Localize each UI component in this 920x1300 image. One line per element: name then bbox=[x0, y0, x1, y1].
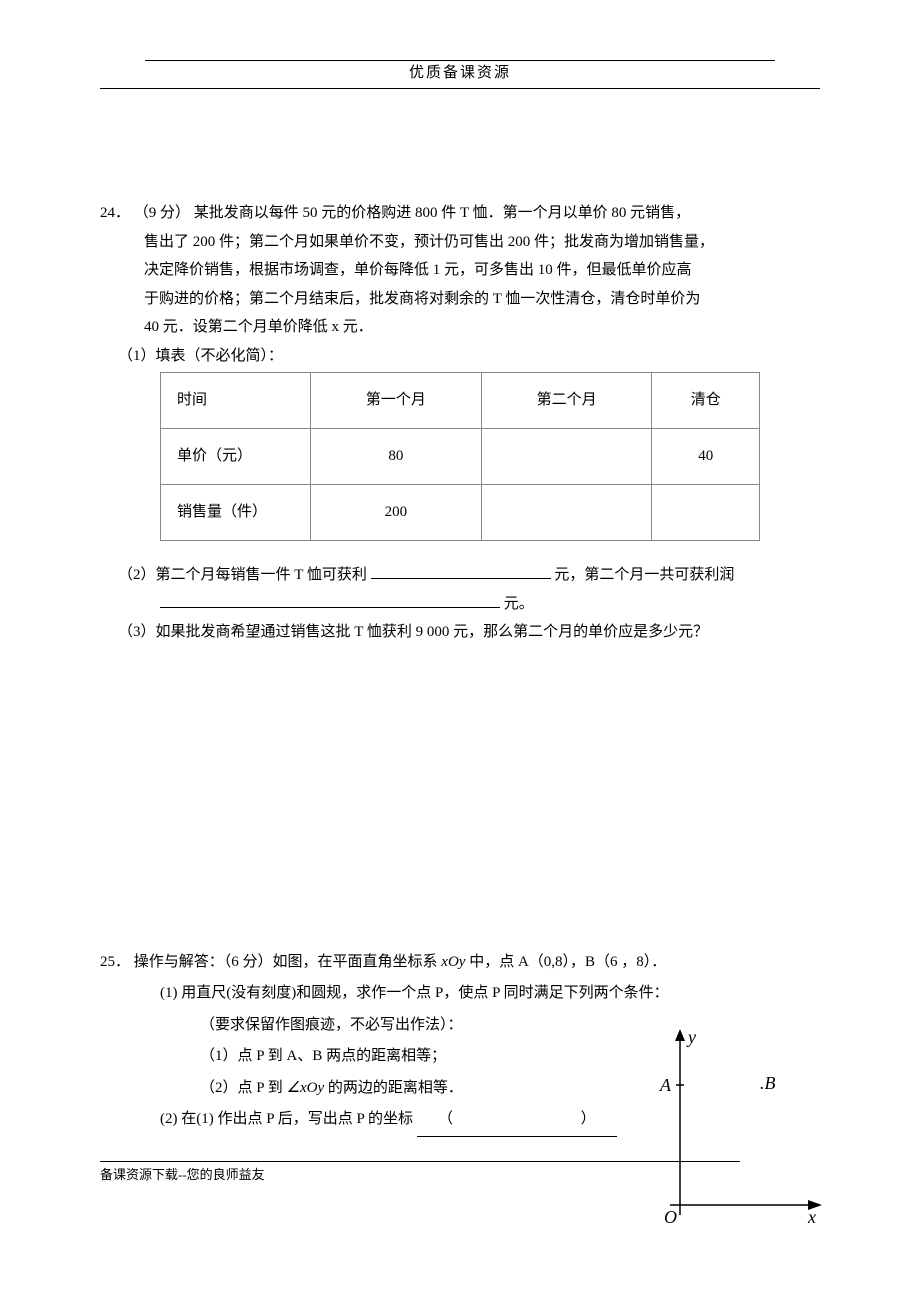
paren-right: ） bbox=[581, 1111, 596, 1127]
table-row: 时间 第一个月 第二个月 清仓 bbox=[161, 373, 760, 429]
question-25: 25． 操作与解答：（6 分）如图，在平面直角坐标系 xOy 中，点 A（0,8… bbox=[100, 947, 820, 1137]
x-axis-label: x bbox=[807, 1207, 816, 1227]
coordinate-axes-figure: y x A .B O bbox=[630, 1025, 830, 1245]
table-row: 销售量（件） 200 bbox=[161, 485, 760, 541]
q24-line4: 40 元．设第二个月单价降低 x 元． bbox=[100, 313, 820, 342]
cell-r0c0: 时间 bbox=[161, 373, 311, 429]
q24-sub2: （2）第二个月每销售一件 T 恤可获利 元，第二个月一共可获利润 bbox=[100, 561, 820, 590]
cell-r2c0: 销售量（件） bbox=[161, 485, 311, 541]
q24-table: 时间 第一个月 第二个月 清仓 单价（元） 80 40 销售量（件） 200 bbox=[160, 372, 760, 541]
q24-line3: 于购进的价格；第二个月结束后，批发商将对剩余的 T 恤一次性清仓，清仓时单价为 bbox=[100, 285, 820, 314]
q24-stem: 24． （9 分） 某批发商以每件 50 元的价格购进 800 件 T 恤．第一… bbox=[100, 199, 820, 228]
cell-r2c3 bbox=[652, 485, 760, 541]
q24-sub2-prefix: （2）第二个月每销售一件 T 恤可获利 bbox=[118, 567, 367, 583]
spacer bbox=[100, 541, 820, 561]
paren-left: （ bbox=[438, 1111, 453, 1127]
q25-sub1: (1) 用直尺(没有刻度)和圆规，求作一个点 P，使点 P 同时满足下列两个条件… bbox=[100, 978, 820, 1010]
cell-r1c1: 80 bbox=[311, 429, 482, 485]
q25-title-suffix: 中，点 A（0,8），B（6 ，8）． bbox=[465, 954, 666, 970]
table-row: 单价（元） 80 40 bbox=[161, 429, 760, 485]
y-axis-arrow-icon bbox=[675, 1029, 685, 1041]
cell-r0c1: 第一个月 bbox=[311, 373, 482, 429]
q25-sub2-prefix: (2) 在(1) 作出点 P 后，写出点 P 的坐标 bbox=[160, 1111, 413, 1127]
q25-angle: ∠xOy bbox=[287, 1080, 325, 1096]
q24-sub1-label: （1）填表（不必化简）： bbox=[100, 342, 820, 371]
q24-sub2-suffix: 元。 bbox=[504, 596, 534, 612]
question-24: 24． （9 分） 某批发商以每件 50 元的价格购进 800 件 T 恤．第一… bbox=[100, 199, 820, 647]
q24-line2: 决定降价销售，根据市场调查，单价每降低 1 元，可多售出 10 件，但最低单价应… bbox=[100, 256, 820, 285]
q24-sub2-mid: 元，第二个月一共可获利润 bbox=[554, 567, 734, 583]
q25-cond2-suffix: 的两边的距离相等． bbox=[324, 1080, 463, 1096]
q24-table-wrap: 时间 第一个月 第二个月 清仓 单价（元） 80 40 销售量（件） 200 bbox=[100, 372, 820, 541]
fill-blank-profit-per[interactable] bbox=[371, 563, 551, 580]
cell-r0c3: 清仓 bbox=[652, 373, 760, 429]
cell-r1c0: 单价（元） bbox=[161, 429, 311, 485]
q24-sub3: （3）如果批发商希望通过销售这批 T 恤获利 9 000 元，那么第二个月的单价… bbox=[100, 618, 820, 647]
origin-label: O bbox=[664, 1207, 677, 1227]
header-title-text: 优质备课资源 bbox=[409, 65, 511, 81]
q24-sub2-line2: 元。 bbox=[100, 590, 820, 619]
q24-number: 24． bbox=[100, 205, 130, 221]
q25-number: 25． bbox=[100, 954, 130, 970]
point-b-label: .B bbox=[760, 1073, 776, 1093]
q25-stem: 25． 操作与解答：（6 分）如图，在平面直角坐标系 xOy 中，点 A（0,8… bbox=[100, 947, 820, 979]
q25-title-prefix: 操作与解答：（6 分）如图，在平面直角坐标系 bbox=[134, 954, 442, 970]
cell-r2c1: 200 bbox=[311, 485, 482, 541]
cell-r0c2: 第二个月 bbox=[481, 373, 652, 429]
work-space bbox=[100, 647, 820, 947]
cell-r1c3: 40 bbox=[652, 429, 760, 485]
cell-r1c2 bbox=[481, 429, 652, 485]
point-a-label: A bbox=[659, 1075, 672, 1095]
fill-blank-p-coord[interactable]: （ ） bbox=[417, 1104, 617, 1137]
fill-blank-total-profit[interactable] bbox=[160, 591, 500, 608]
y-axis-label: y bbox=[686, 1027, 696, 1047]
q24-line0: 某批发商以每件 50 元的价格购进 800 件 T 恤．第一个月以单价 80 元… bbox=[194, 205, 690, 221]
q24-line1: 售出了 200 件；第二个月如果单价不变，预计仍可售出 200 件；批发商为增加… bbox=[100, 228, 820, 257]
page-header: 优质备课资源 bbox=[100, 61, 820, 89]
q25-coord-sys: xOy bbox=[441, 954, 465, 970]
q24-points: （9 分） bbox=[134, 205, 190, 221]
q25-cond2-prefix: （2）点 P 到 bbox=[200, 1080, 287, 1096]
page: 优质备课资源 24． （9 分） 某批发商以每件 50 元的价格购进 800 件… bbox=[0, 0, 920, 1213]
cell-r2c2 bbox=[481, 485, 652, 541]
footer-text: 备课资源下载--您的良师益友 bbox=[100, 1167, 265, 1182]
